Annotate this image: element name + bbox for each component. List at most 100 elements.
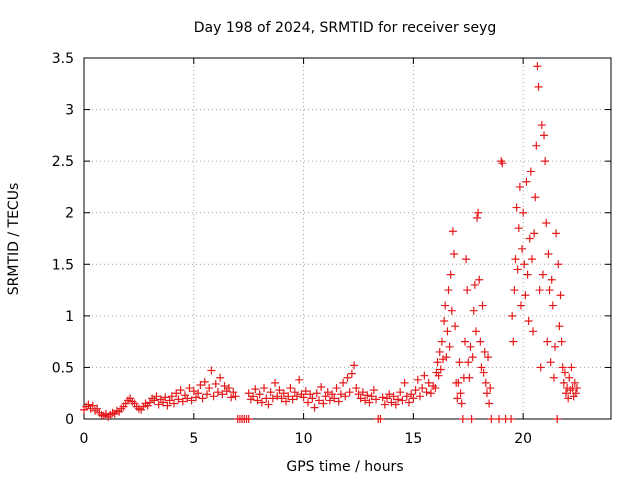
- data-point: [513, 265, 522, 274]
- data-point: [196, 380, 205, 389]
- data-point: [402, 392, 411, 401]
- data-point: [189, 387, 198, 396]
- data-point: [372, 395, 381, 404]
- data-point: [328, 390, 337, 399]
- data-point: [457, 399, 466, 408]
- data-point: [198, 394, 207, 403]
- data-point: [167, 392, 176, 401]
- data-point: [468, 353, 477, 362]
- data-point: [332, 384, 341, 393]
- data-point: [540, 131, 549, 140]
- data-point: [216, 373, 225, 382]
- data-point: [512, 203, 521, 212]
- data-point: [544, 249, 553, 258]
- x-tick-label: 5: [189, 431, 198, 447]
- data-point: [205, 384, 214, 393]
- data-point: [323, 388, 332, 397]
- data-point: [271, 378, 280, 387]
- data-points: [80, 62, 581, 423]
- data-point: [536, 363, 545, 372]
- data-point: [553, 415, 562, 423]
- grid-lines: [84, 58, 611, 419]
- data-point: [440, 317, 449, 326]
- data-point: [185, 384, 194, 393]
- data-point: [565, 373, 574, 382]
- data-point: [306, 390, 315, 399]
- data-point: [533, 62, 542, 71]
- data-point: [312, 389, 321, 398]
- data-point: [463, 286, 472, 295]
- data-point: [554, 260, 563, 269]
- data-point: [163, 401, 172, 410]
- y-axis-label: SRMTID / TECUs: [6, 183, 22, 296]
- data-point: [183, 394, 192, 403]
- data-point: [387, 398, 396, 407]
- data-point: [336, 390, 345, 399]
- data-point: [479, 368, 488, 377]
- data-point: [444, 286, 453, 295]
- data-point: [376, 415, 385, 423]
- data-point: [97, 410, 106, 419]
- data-point: [339, 378, 348, 387]
- data-point: [437, 337, 446, 346]
- data-point: [154, 400, 163, 409]
- data-point: [474, 208, 483, 217]
- y-tick-label: 3.5: [52, 51, 74, 67]
- data-point: [207, 366, 216, 375]
- data-point: [471, 327, 480, 336]
- x-tick-label: 10: [295, 431, 313, 447]
- data-point: [398, 396, 407, 405]
- data-point: [90, 406, 99, 415]
- data-point: [231, 392, 240, 401]
- data-point: [484, 353, 493, 362]
- data-point: [224, 384, 233, 393]
- x-tick-label: 20: [514, 431, 532, 447]
- data-point: [475, 275, 484, 284]
- data-point: [288, 395, 297, 404]
- y-tick-label: 2: [65, 206, 74, 222]
- data-point: [400, 378, 409, 387]
- data-point: [548, 301, 557, 310]
- data-point: [145, 398, 154, 407]
- y-tick-label: 2.5: [52, 154, 74, 170]
- data-point: [152, 392, 161, 401]
- data-point: [301, 387, 310, 396]
- data-point: [380, 400, 389, 409]
- data-point: [439, 355, 448, 364]
- y-tick-label: 1.5: [52, 257, 74, 273]
- data-point: [251, 385, 260, 394]
- data-point: [524, 317, 533, 326]
- data-point: [290, 388, 299, 397]
- data-point: [347, 369, 356, 378]
- data-point: [420, 371, 429, 380]
- data-point: [277, 394, 286, 403]
- data-point: [218, 390, 227, 399]
- data-point: [161, 393, 170, 402]
- data-point: [448, 227, 457, 236]
- data-point: [466, 342, 475, 351]
- data-point: [369, 386, 378, 395]
- data-point: [253, 396, 262, 405]
- plot-area-frame: [83, 57, 612, 420]
- data-point: [321, 392, 330, 401]
- data-point: [178, 397, 187, 406]
- data-point: [106, 410, 115, 419]
- data-point: [532, 141, 541, 150]
- data-point: [191, 393, 200, 402]
- x-axis: 0 5 10 15 20: [80, 58, 532, 447]
- data-point: [275, 386, 284, 395]
- data-point: [462, 255, 471, 264]
- data-point: [244, 415, 253, 423]
- data-point: [507, 415, 516, 423]
- data-point: [572, 384, 581, 393]
- data-point: [279, 389, 288, 398]
- data-point: [227, 393, 236, 402]
- data-point: [529, 327, 538, 336]
- data-point: [537, 121, 546, 130]
- data-point: [159, 398, 168, 407]
- data-point: [268, 394, 277, 403]
- data-point: [473, 213, 482, 222]
- data-point: [509, 337, 518, 346]
- data-point: [150, 396, 159, 405]
